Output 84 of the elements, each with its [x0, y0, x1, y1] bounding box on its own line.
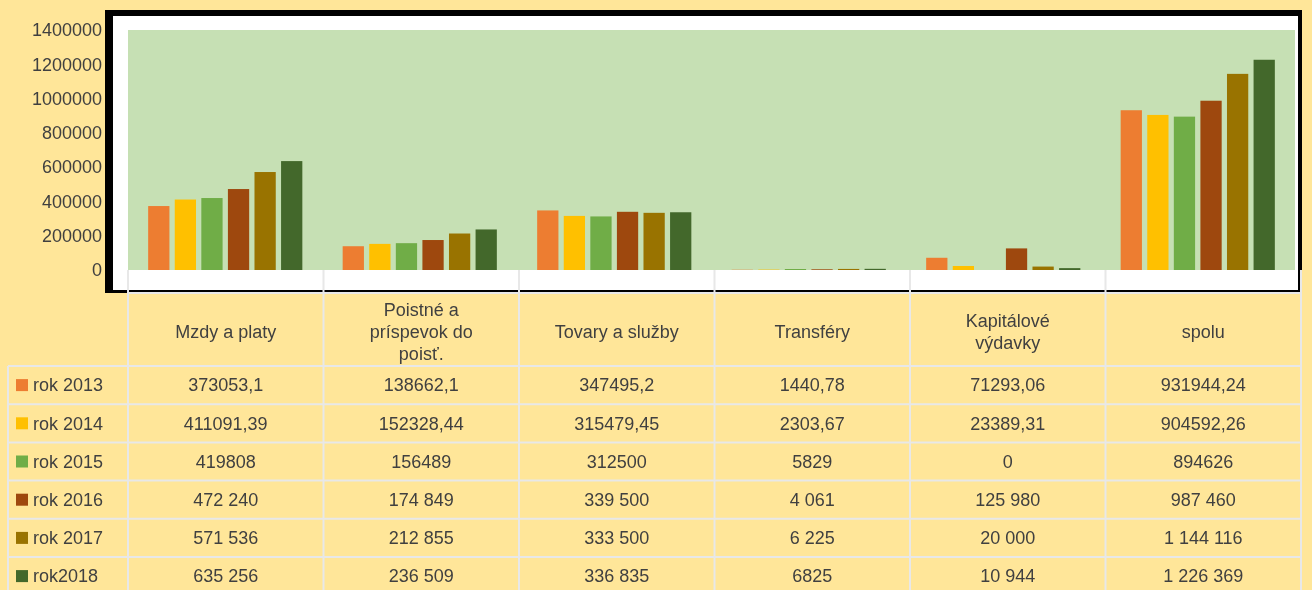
legend-label: rok 2015: [33, 451, 104, 472]
bar: [174, 199, 197, 270]
data-label: 312500: [586, 451, 647, 472]
bar: [1147, 114, 1169, 270]
bar: [1253, 59, 1275, 270]
data-label: 419808: [195, 451, 256, 472]
data-label: 411091,39: [183, 413, 268, 434]
bar: [616, 211, 639, 270]
data-label: 212 855: [388, 528, 454, 549]
data-label: 571 536: [193, 528, 259, 549]
bar: [670, 212, 692, 270]
bar: [448, 233, 471, 270]
bar: [342, 246, 364, 270]
bar: [1120, 110, 1142, 270]
y-tick-label: 800000: [41, 123, 102, 144]
data-label: 333 500: [584, 528, 650, 549]
legend-label: rok 2016: [33, 490, 104, 510]
data-label: 6 225: [789, 528, 835, 549]
data-label: 894626: [1173, 451, 1234, 472]
bar: [201, 198, 223, 270]
bar: [1226, 73, 1249, 270]
x-tick-label: Kapitálové výdavky: [965, 310, 1050, 353]
data-label: 336 835: [584, 566, 650, 587]
y-tick-label: 200000: [41, 226, 102, 247]
data-label: 472 240: [193, 490, 259, 510]
x-tick-label: Transféry: [774, 321, 850, 342]
bar: [537, 210, 559, 270]
data-label: 20 000: [980, 528, 1036, 549]
data-label: 1440,78: [779, 375, 845, 396]
bar: [148, 206, 170, 270]
y-tick-label: 600000: [41, 157, 102, 178]
x-tick-label: Tovary a služby: [554, 321, 679, 342]
bar: [926, 257, 948, 270]
bar: [475, 229, 497, 270]
data-label: 339 500: [584, 490, 650, 510]
data-label: 156489: [391, 451, 452, 472]
data-label: 373053,1: [188, 375, 264, 396]
bar: [422, 240, 444, 270]
bar: [590, 216, 612, 270]
data-label: 1 144 116: [1163, 528, 1243, 549]
legend-label: rok 2017: [33, 528, 104, 549]
data-label: 1 226 369: [1163, 566, 1244, 587]
bar: [254, 172, 276, 270]
bar: [281, 161, 303, 270]
data-label: 6825: [792, 566, 833, 587]
y-tick-label: 0: [91, 260, 102, 281]
data-label: 125 980: [975, 490, 1041, 510]
data-label: 236 509: [388, 566, 454, 587]
data-label: 347495,2: [579, 375, 655, 396]
legend-label: rok 2013: [33, 375, 104, 396]
data-label: 904592,26: [1160, 413, 1246, 434]
y-tick-label: 1400000: [31, 20, 102, 41]
data-label: 152328,44: [378, 413, 464, 434]
data-label: 71293,06: [970, 375, 1046, 396]
y-tick-label: 400000: [41, 191, 102, 212]
data-label: 23389,31: [970, 413, 1046, 434]
data-label: 10 944: [980, 566, 1036, 587]
bar: [1005, 248, 1028, 270]
legend-label: rok 2014: [33, 413, 104, 434]
data-label: 5829: [792, 451, 833, 472]
y-tick-label: 1200000: [31, 54, 102, 75]
bar: [1032, 266, 1054, 270]
x-tick-label: Poistné a príspevok do poisť.: [369, 299, 473, 364]
bar: [1173, 116, 1196, 270]
data-label: 987 460: [1170, 490, 1236, 510]
bar: [952, 265, 975, 270]
bar: [227, 189, 250, 270]
x-tick-label: spolu: [1181, 321, 1225, 342]
bar: [563, 215, 586, 270]
data-label: 931944,24: [1160, 375, 1246, 396]
bar: [1200, 100, 1222, 270]
legend-label: rok2018: [33, 566, 99, 587]
data-label: 174 849: [388, 490, 454, 510]
data-label: 4 061: [789, 490, 835, 510]
data-label: 138662,1: [383, 375, 459, 396]
data-label: 2303,67: [779, 413, 845, 434]
data-label: 0: [1002, 451, 1013, 472]
bar: [643, 212, 665, 270]
data-label: 635 256: [193, 566, 259, 587]
data-label: 315479,45: [574, 413, 660, 434]
bar: [369, 243, 391, 270]
bar: [395, 243, 418, 270]
x-tick-label: Mzdy a platy: [175, 321, 277, 342]
y-tick-label: 1000000: [31, 88, 102, 109]
